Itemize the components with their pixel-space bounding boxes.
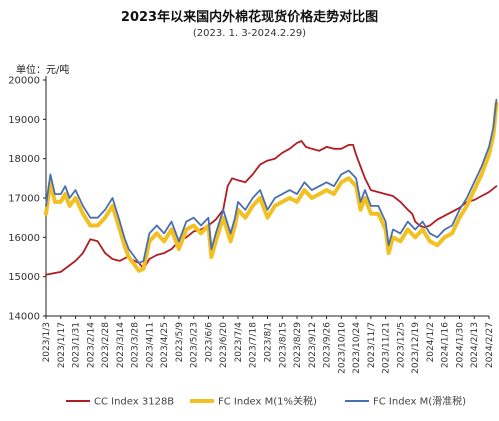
legend-label-0: CC Index 3128B	[94, 397, 174, 408]
x-tick-label: 2023/8/15	[278, 322, 288, 368]
x-tick-label: 2024/1/16	[441, 322, 451, 368]
x-tick-label: 2023/7/4	[234, 322, 244, 363]
x-tick-label: 2023/7/18	[249, 322, 259, 368]
x-tick-label: 2023/12/5	[396, 322, 406, 368]
x-tick-label: 2024/1/30	[455, 322, 465, 368]
y-tick-label: 16000	[8, 233, 40, 244]
x-tick-label: 2023/2/28	[101, 322, 111, 368]
x-tick-label: 2024/2/27	[485, 322, 495, 368]
x-tick-label: 2023/8/29	[293, 322, 303, 368]
legend-label-1: FC Index M(1%关税)	[218, 395, 317, 408]
x-tick-label: 2023/4/25	[160, 322, 170, 368]
legend-label-2: FC Index M(滑准税)	[373, 395, 466, 408]
y-tick-label: 15000	[8, 272, 40, 283]
x-tick-label: 2023/1/17	[57, 322, 67, 368]
x-tick-label: 2023/11/7	[367, 322, 377, 368]
y-axis-unit-label: 单位：元/吨	[16, 65, 70, 76]
x-tick-label: 2023/10/24	[352, 322, 362, 374]
y-tick-label: 19000	[8, 115, 40, 126]
x-tick-label: 2024/2/13	[470, 322, 480, 368]
x-tick-label: 2024/1/2	[426, 322, 436, 362]
series-line-1	[44, 101, 499, 273]
x-tick-label: 2023/2/14	[86, 322, 96, 368]
x-tick-label: 2023/9/12	[308, 322, 318, 368]
x-tick-label: 2023/5/9	[175, 322, 185, 363]
x-tick-label: 2023/3/28	[131, 322, 141, 368]
x-tick-label: 2023/1/3	[42, 322, 52, 362]
x-tick-label: 2023/6/6	[204, 322, 214, 363]
chart-subtitle: (2023. 1. 3-2024.2.29)	[192, 28, 307, 39]
y-tick-label: 17000	[8, 194, 40, 205]
y-tick-label: 14000	[8, 312, 40, 323]
x-tick-label: 2023/4/11	[145, 322, 155, 368]
x-tick-label: 2023/10/10	[337, 322, 347, 374]
x-tick-label: 2023/12/19	[411, 322, 421, 374]
series-line-2	[45, 98, 498, 264]
y-tick-label: 18000	[8, 154, 40, 165]
x-tick-label: 2023/1/31	[72, 322, 82, 368]
x-tick-label: 2023/9/26	[323, 322, 333, 368]
x-tick-label: 2023/11/21	[382, 322, 392, 374]
x-tick-label: 2023/3/14	[116, 322, 126, 368]
x-tick-label: 2023/8/1	[264, 322, 274, 362]
x-tick-label: 2023/6/20	[219, 322, 229, 368]
x-tick-label: 2023/5/23	[190, 322, 200, 368]
chart-title: 2023年以来国内外棉花现货价格走势对比图	[120, 10, 379, 25]
y-tick-label: 20000	[8, 76, 40, 87]
